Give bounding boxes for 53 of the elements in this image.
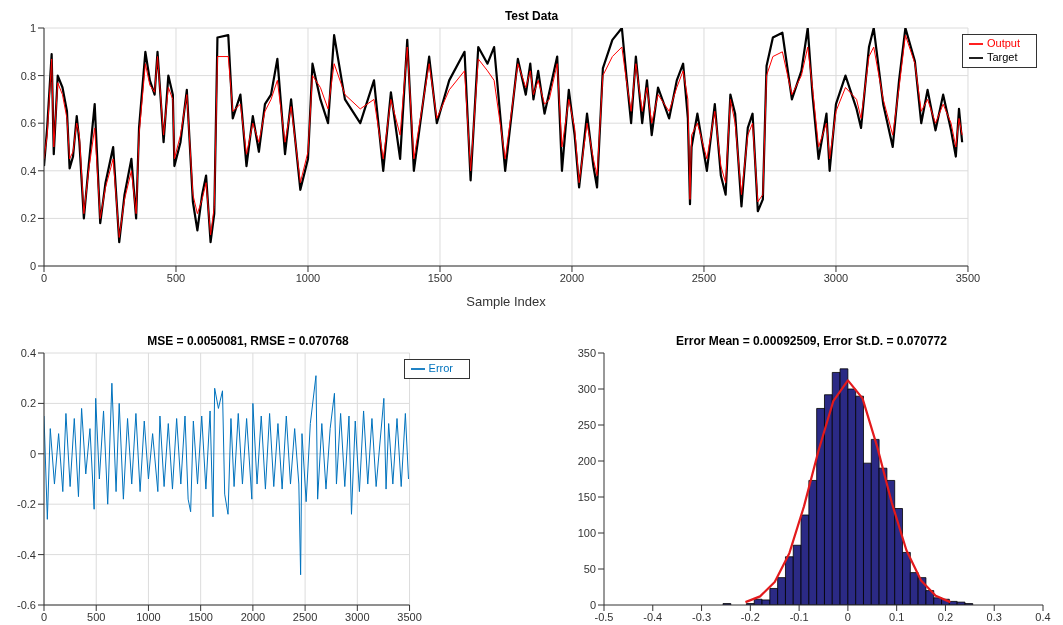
x-axis-title: Sample Index	[466, 294, 547, 309]
x-tick-label: -0.1	[789, 610, 809, 623]
x-tick-label: 2500	[292, 610, 318, 623]
y-tick-label: 350	[577, 346, 596, 359]
y-tick-label: 0.8	[20, 69, 36, 82]
y-tick-label: -0.4	[17, 548, 36, 561]
x-tick-label: 3500	[397, 610, 422, 623]
x-tick-label: 0.1	[889, 610, 905, 623]
x-tick-label: -0.5	[594, 610, 614, 623]
x-tick-label: -0.2	[740, 610, 760, 623]
y-tick-label: -0.6	[17, 598, 36, 611]
legend-label: Error	[428, 362, 453, 374]
x-tick-label: 1000	[295, 271, 321, 284]
y-tick-label: 0.6	[20, 117, 36, 130]
x-tick-label: 0.2	[937, 610, 954, 623]
x-tick-label: 500	[166, 271, 186, 284]
x-tick-label: 3500	[955, 271, 981, 284]
x-tick-label: 1000	[136, 610, 161, 623]
y-tick-label: 200	[577, 454, 596, 467]
y-tick-label: 100	[577, 526, 596, 539]
chart-title: Error Mean = 0.00092509, Error St.D. = 0.070772	[676, 334, 947, 348]
x-tick-label: 0.4	[1035, 610, 1051, 623]
y-tick-label: 250	[577, 418, 596, 431]
y-tick-label: 0.2	[20, 397, 36, 410]
x-tick-label: 2500	[691, 271, 717, 284]
x-tick-label: -0.3	[692, 610, 712, 623]
y-tick-label: 0	[29, 447, 36, 460]
y-tick-label: 150	[577, 490, 596, 503]
x-tick-label: 0	[40, 610, 48, 623]
x-tick-label: 1500	[188, 610, 213, 623]
y-tick-label: -0.2	[17, 498, 36, 511]
x-tick-label: 0	[844, 610, 851, 623]
y-tick-label: 1	[29, 21, 36, 34]
x-tick-label: 3000	[345, 610, 370, 623]
x-tick-label: 0.3	[986, 610, 1002, 623]
y-tick-label: 300	[577, 382, 596, 395]
y-tick-label: 0.2	[20, 212, 36, 225]
y-tick-label: 50	[583, 562, 596, 575]
y-tick-label: 0	[589, 598, 596, 611]
x-tick-label: 0	[40, 271, 48, 284]
x-tick-label: 2000	[559, 271, 585, 284]
legend-label: Output	[986, 37, 1020, 49]
y-tick-label: 0.4	[20, 346, 36, 359]
x-tick-label: -0.4	[643, 610, 663, 623]
chart-title: Test Data	[504, 9, 559, 23]
legend-label: Target	[986, 51, 1018, 64]
x-tick-label: 3000	[823, 271, 849, 284]
y-tick-label: 0	[29, 259, 36, 272]
x-tick-label: 500	[87, 610, 106, 623]
chart-title: MSE = 0.0050081, RMSE = 0.070768	[147, 334, 349, 348]
x-tick-label: 1500	[427, 271, 453, 284]
x-tick-label: 2000	[240, 610, 266, 623]
y-tick-label: 0.4	[20, 164, 36, 177]
